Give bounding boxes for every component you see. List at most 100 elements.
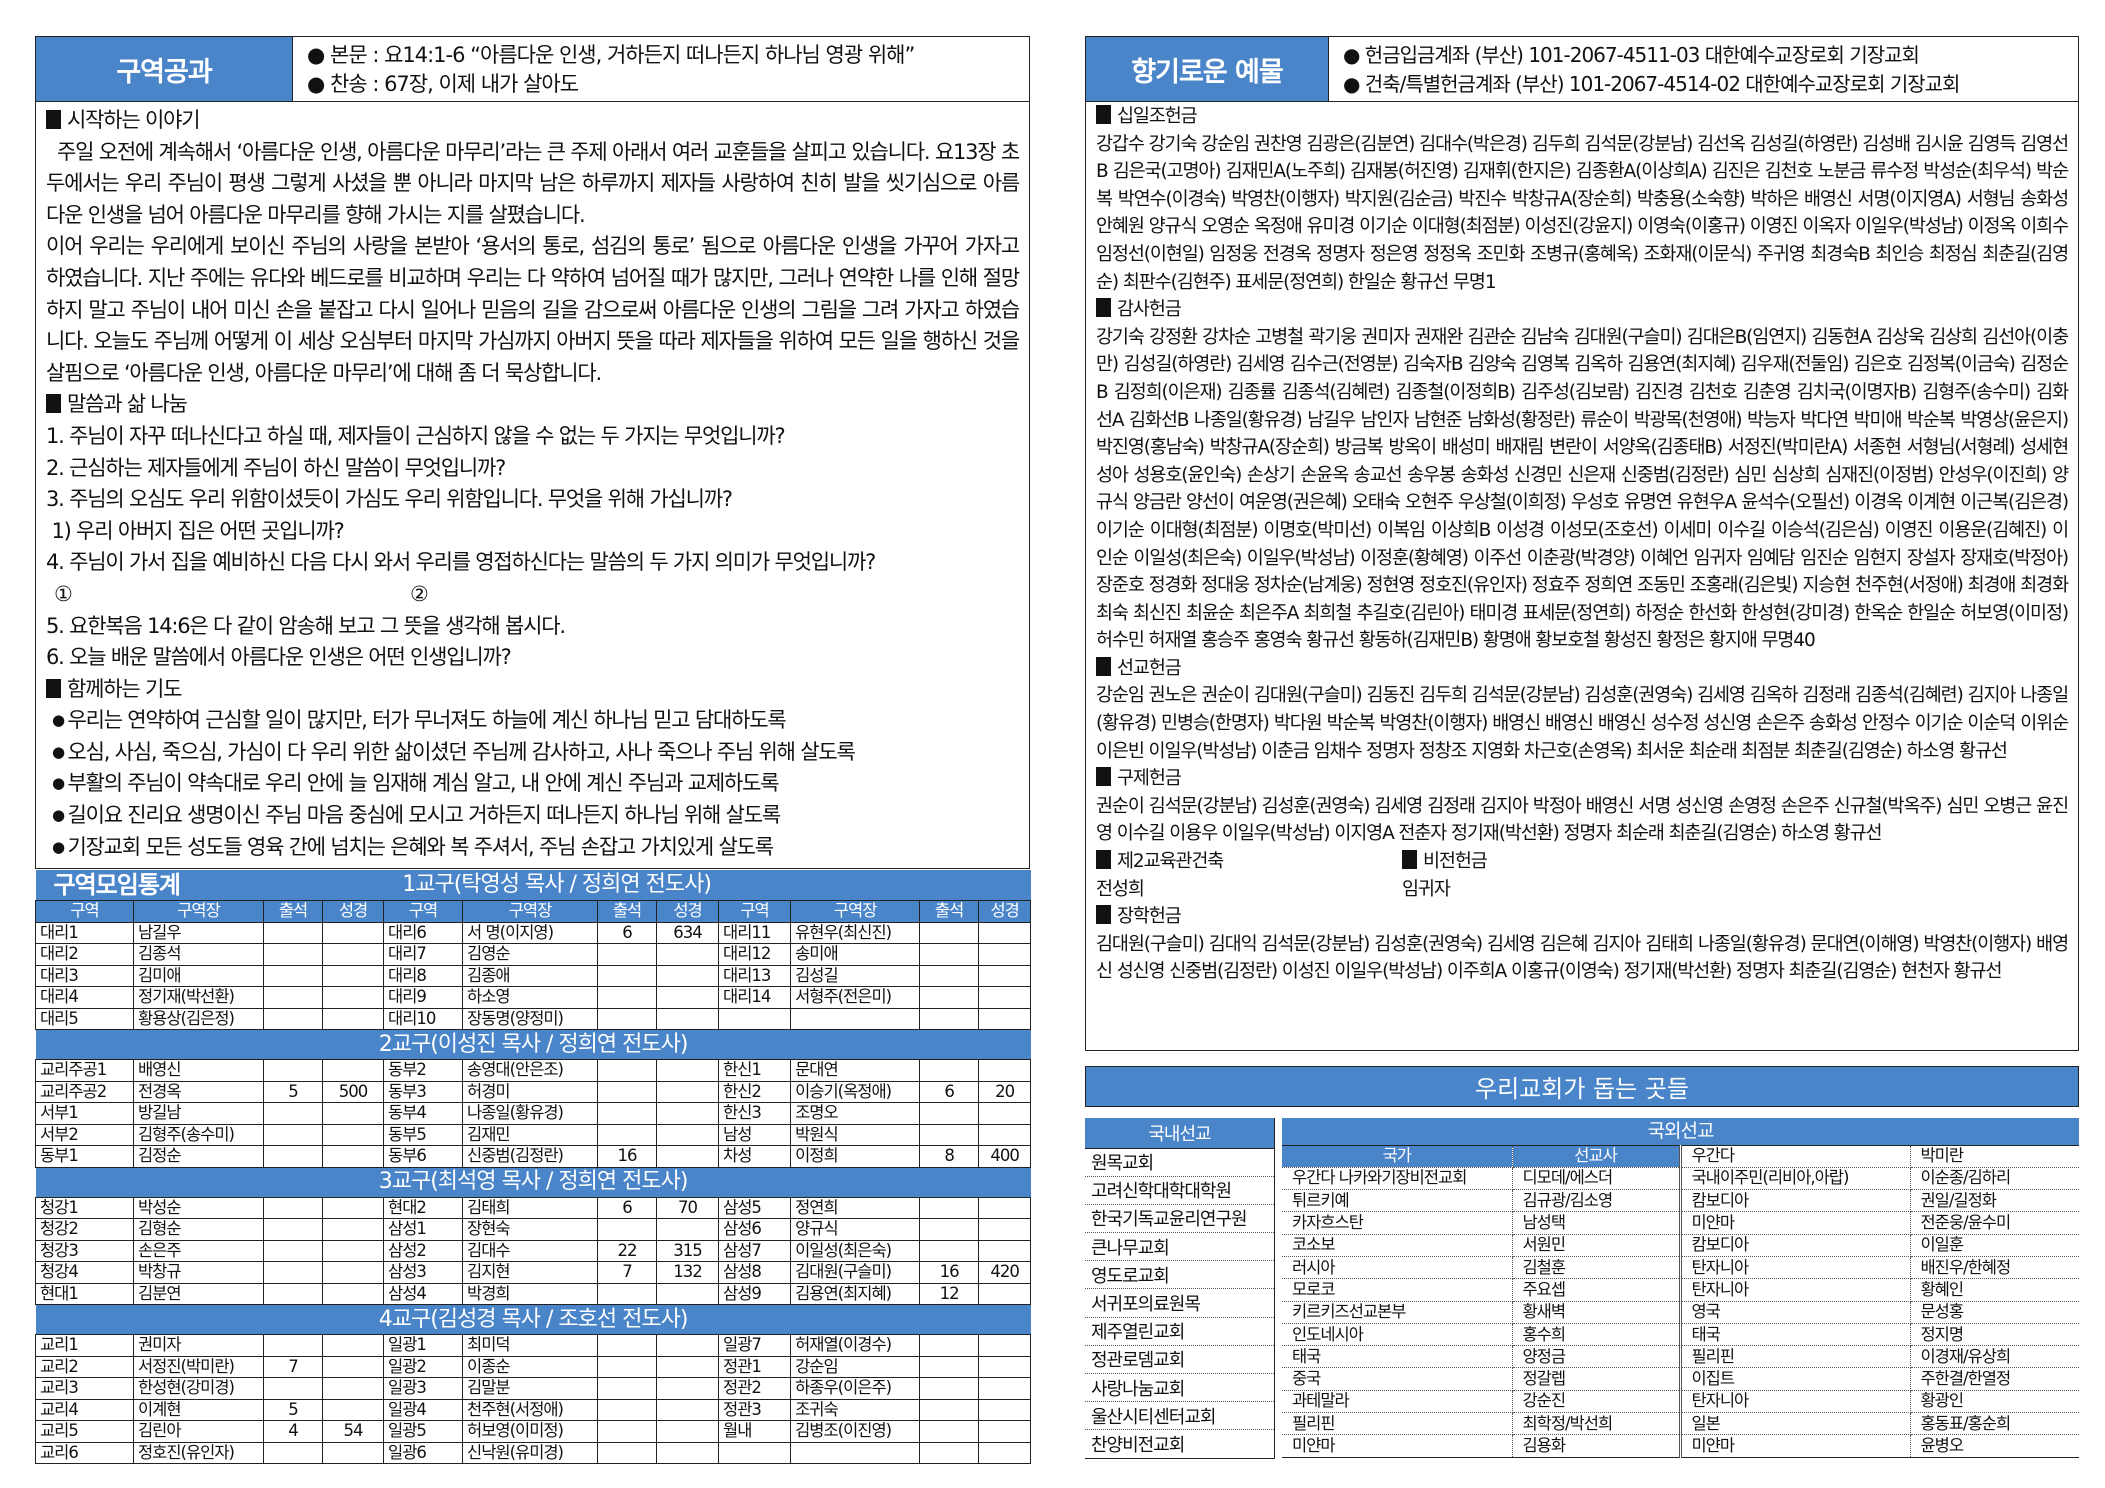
leader-cell: 방길남 <box>133 1102 264 1125</box>
attendance-cell: 12 <box>919 1282 980 1305</box>
attendance-cell <box>919 1059 980 1082</box>
missionary-cell: 권일/길정화 <box>1910 1189 2080 1213</box>
attendance-cell <box>262 1441 324 1464</box>
district-cell: 정관2 <box>718 1377 792 1400</box>
country-cell: 일본 <box>1680 1412 1911 1436</box>
district-cell: 일광4 <box>383 1398 464 1421</box>
attendance-cell <box>262 986 324 1009</box>
attendance-cell <box>597 1059 658 1082</box>
attendance-cell <box>262 943 324 966</box>
leader-cell: 최미덕 <box>462 1334 599 1357</box>
district-cell: 교리2 <box>35 1355 134 1378</box>
attendance-cell: 7 <box>262 1355 324 1378</box>
missionary-cell: 전준웅/윤수미 <box>1910 1211 2080 1235</box>
attendance-cell <box>919 1441 980 1464</box>
leader-cell: 이종순 <box>462 1355 599 1378</box>
leader-cell: 조귀숙 <box>790 1398 921 1421</box>
table-row: 중국 정갈렙 이집트 주한결/한열정 <box>1282 1367 2080 1391</box>
attendance-cell <box>262 1059 324 1082</box>
prayer-item: 기장교회 모든 성도들 영육 간에 넘치는 은혜와 복 주셔서, 주님 손잡고 … <box>46 832 1019 864</box>
missionary-cell: 문성홍 <box>1910 1301 2080 1324</box>
district-cell: 서부1 <box>35 1102 134 1125</box>
district-cell: 대리10 <box>383 1007 464 1030</box>
column-header: 출석 <box>919 899 980 923</box>
table-row: 청강4 박창규 삼성3 김지현 7 132 삼성8 김대원(구슬미) 16 420 <box>35 1261 1032 1284</box>
district-cell: 동부1 <box>35 1145 134 1168</box>
table-row: 청강2 김형순 삼성1 장현숙 삼성6 양규식 <box>35 1218 1032 1241</box>
bible-cell: 20 <box>978 1080 1032 1103</box>
bible-cell <box>656 1441 720 1464</box>
table-row: 필리핀 최학정/박선희 일본 홍동표/홍순희 <box>1282 1412 2080 1436</box>
district-cell: 삼성1 <box>383 1218 464 1241</box>
list-item: 원목교회 <box>1085 1148 1275 1177</box>
attendance-cell <box>919 1123 980 1146</box>
attendance-cell <box>919 1196 980 1219</box>
bible-cell: 70 <box>656 1196 720 1219</box>
leader-cell: 나종일(황유경) <box>462 1102 599 1125</box>
district-title: 1교구(탁영성 목사 / 정희연 전도사) <box>322 870 791 901</box>
district-title: 3교구(최석영 목사 / 정희연 전도사) <box>35 1167 1031 1198</box>
bible-cell <box>656 1080 720 1103</box>
leader-cell: 정호진(유인자) <box>133 1441 264 1464</box>
building-vision-row: 제2교육관건축 전성희 비전헌금 임귀자 <box>1096 848 2068 903</box>
attendance-cell <box>597 1080 658 1103</box>
prayer-item: 우리는 연약하여 근심할 일이 많지만, 터가 무너져도 하늘에 계신 하나님 … <box>46 705 1019 737</box>
table-row: 교리주공2 전경옥 5 500 동부3 허경미 한신2 이승기(옥정애) 6 20 <box>35 1080 1032 1103</box>
district-cell: 대리5 <box>35 1007 134 1030</box>
leader-cell: 하소영 <box>462 986 599 1009</box>
scripture-line: ● 본문 : 요14:1-6 “아름다운 인생, 거하든지 떠나든지 하나님 영… <box>307 43 915 67</box>
district-cell: 동부6 <box>383 1145 464 1168</box>
district-cell: 한신2 <box>718 1080 792 1103</box>
district-cell: 한신3 <box>718 1102 792 1125</box>
district-cell: 동부4 <box>383 1102 464 1125</box>
list-item: 고려신학대학대학원 <box>1085 1176 1275 1205</box>
list-item: 한국기독교윤리연구원 <box>1085 1204 1275 1234</box>
hymn-line: ● 찬송 : 67장, 이제 내가 살아도 <box>307 72 579 96</box>
prayer-heading: 함께하는 기도 <box>46 674 1019 706</box>
district-cell: 삼성4 <box>383 1282 464 1305</box>
country-cell: 우간다 <box>1680 1145 1911 1168</box>
domestic-church: 사랑나눔교회 <box>1085 1373 1275 1403</box>
bible-cell: 315 <box>656 1239 720 1262</box>
country-cell: 국내이주민(리비아,아랍) <box>1680 1167 1911 1191</box>
overseas-mission-table: 국외선교 국가 선교사 우간다 박미란 우간다 나카와기장비전교회 디모데/에스더 국내이주… <box>1282 1118 2080 1458</box>
district-cell: 차성 <box>718 1145 792 1168</box>
leader-cell: 신낙원(유미경) <box>462 1441 599 1464</box>
table-row: 청강1 박성순 현대2 김태희 6 70 삼성5 정연희 <box>35 1196 1032 1219</box>
attendance-cell <box>597 1441 658 1464</box>
bible-cell <box>978 1239 1032 1262</box>
bible-cell <box>656 1218 720 1241</box>
bible-cell <box>656 1059 720 1082</box>
offering-title: 향기로운 예물 <box>1086 37 1329 101</box>
leader-cell: 이승기(옥정애) <box>790 1080 921 1103</box>
table-row: 우간다 나카와기장비전교회 디모데/에스더 국내이주민(리비아,아랍) 이순종/김하리 <box>1282 1167 2080 1191</box>
bible-cell <box>322 1355 385 1378</box>
answer-mark-1: ① <box>54 581 73 606</box>
leader-cell: 김린아 <box>133 1420 264 1443</box>
attendance-cell <box>262 1261 324 1284</box>
attendance-cell: 7 <box>597 1261 658 1284</box>
country-cell: 중국 <box>1282 1367 1513 1391</box>
leader-cell: 이계현 <box>133 1398 264 1421</box>
attendance-cell <box>919 1239 980 1262</box>
table-row: 서부1 방길남 동부4 나종일(황유경) 한신3 조명오 <box>35 1102 1032 1125</box>
bible-cell <box>656 1334 720 1357</box>
bible-cell <box>656 1123 720 1146</box>
district-cell: 삼성9 <box>718 1282 792 1305</box>
leader-cell: 김미애 <box>133 964 264 987</box>
table-row: 대리4 정기재(박선환) 대리9 하소영 대리14 서형주(전은미) <box>35 986 1032 1009</box>
leader-cell: 김말분 <box>462 1377 599 1400</box>
leader-cell: 이정희 <box>790 1145 921 1168</box>
bible-cell: 132 <box>656 1261 720 1284</box>
leader-cell: 김영순 <box>462 943 599 966</box>
bible-cell <box>978 943 1032 966</box>
district-cell: 대리11 <box>718 921 792 944</box>
district-band: 4교구(김성경 목사 / 조호선 전도사) <box>35 1304 1031 1335</box>
bible-cell <box>656 1398 720 1421</box>
leader-cell: 남길우 <box>133 921 264 944</box>
table-row: 교리3 한성현(강미경) 일광3 김말분 정관2 하종우(이은주) <box>35 1377 1032 1400</box>
bible-cell <box>978 964 1032 987</box>
district-cell: 삼성7 <box>718 1239 792 1262</box>
table-row: 서부2 김형주(송수미) 동부5 김재민 남성 박원식 <box>35 1123 1032 1146</box>
